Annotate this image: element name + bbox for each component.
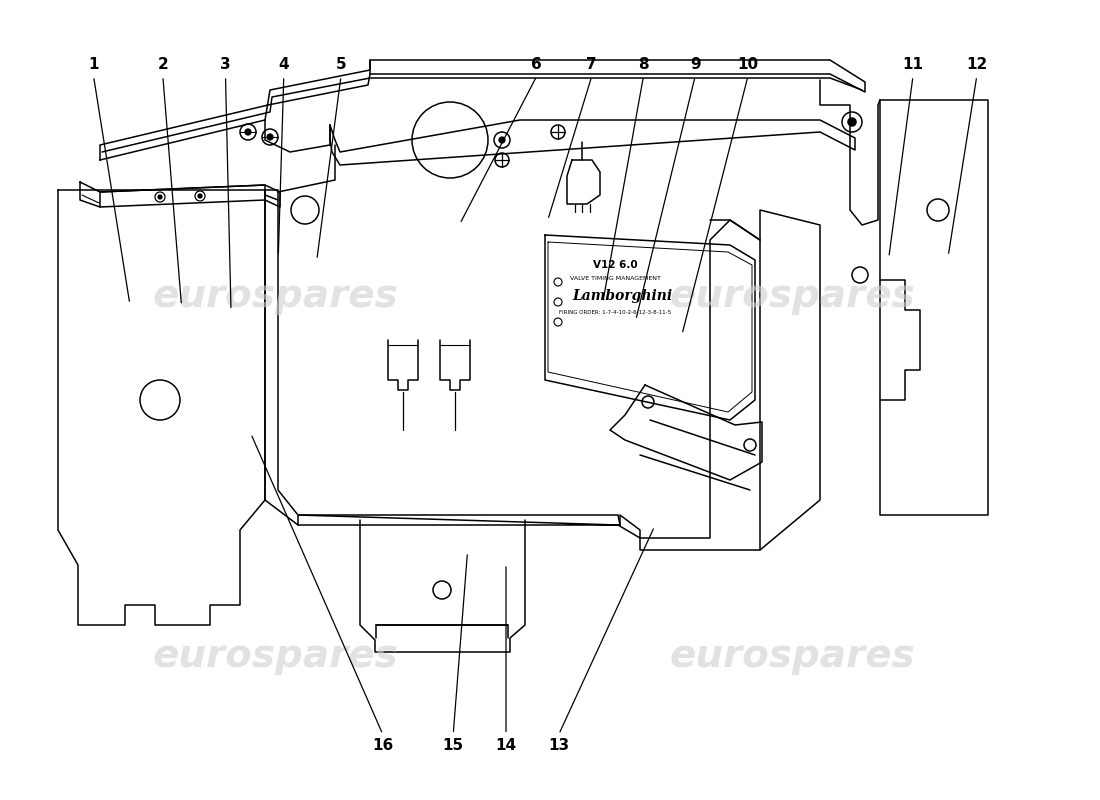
Text: 12: 12: [966, 57, 988, 72]
Text: 3: 3: [220, 57, 231, 72]
Circle shape: [267, 134, 273, 140]
Text: V12 6.0: V12 6.0: [593, 260, 637, 270]
Text: 16: 16: [372, 738, 394, 754]
Circle shape: [499, 137, 505, 143]
Text: 11: 11: [902, 57, 924, 72]
Text: eurospares: eurospares: [669, 277, 915, 315]
Text: 8: 8: [638, 57, 649, 72]
Text: 6: 6: [531, 57, 542, 72]
Circle shape: [848, 118, 856, 126]
Text: 7: 7: [586, 57, 597, 72]
Text: 15: 15: [442, 738, 464, 754]
Text: VALVE TIMING MANAGEMENT: VALVE TIMING MANAGEMENT: [570, 275, 660, 281]
Text: 9: 9: [690, 57, 701, 72]
Text: eurospares: eurospares: [152, 637, 398, 675]
Circle shape: [158, 195, 162, 199]
Text: 1: 1: [88, 57, 99, 72]
Text: 13: 13: [548, 738, 570, 754]
Text: 14: 14: [495, 738, 517, 754]
Text: 2: 2: [157, 57, 168, 72]
Text: 4: 4: [278, 57, 289, 72]
Circle shape: [245, 129, 251, 135]
Text: eurospares: eurospares: [152, 277, 398, 315]
Text: 5: 5: [336, 57, 346, 72]
Text: Lamborghini: Lamborghini: [572, 289, 672, 303]
Text: eurospares: eurospares: [669, 637, 915, 675]
Text: 10: 10: [737, 57, 759, 72]
Text: FIRING ORDER: 1-7-4-10-2-6-12-3-8-11-5: FIRING ORDER: 1-7-4-10-2-6-12-3-8-11-5: [559, 310, 671, 314]
Circle shape: [198, 194, 202, 198]
